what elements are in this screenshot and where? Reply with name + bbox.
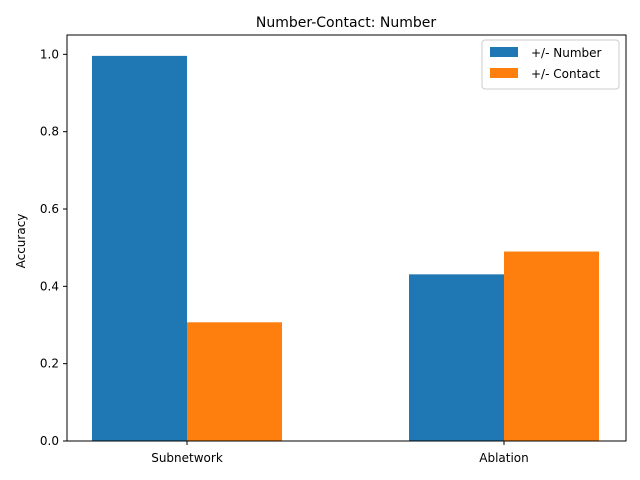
chart-title: Number-Contact: Number bbox=[256, 15, 437, 31]
y-axis: 0.0 0.2 0.4 0.6 0.8 1.0 bbox=[40, 47, 67, 448]
x-tick-label: Ablation bbox=[479, 451, 529, 465]
y-tick-label: 0.8 bbox=[40, 125, 59, 139]
y-tick-label: 1.0 bbox=[40, 47, 59, 61]
y-tick-label: 0.2 bbox=[40, 357, 59, 371]
legend-label: +/- Contact bbox=[531, 67, 600, 81]
bars-group bbox=[92, 55, 599, 441]
legend-swatch bbox=[490, 47, 518, 57]
plot-frame bbox=[66, 34, 627, 442]
legend: +/- Number +/- Contact bbox=[481, 39, 620, 90]
y-tick-label: 0.0 bbox=[40, 434, 59, 448]
bar--number-ablation bbox=[409, 274, 504, 441]
x-tick-label: Subnetwork bbox=[151, 451, 223, 465]
legend-swatch bbox=[490, 68, 518, 78]
bar--contact-ablation bbox=[504, 251, 599, 441]
y-tick-label: 0.4 bbox=[40, 279, 59, 293]
bar--number-subnetwork bbox=[92, 55, 187, 441]
y-tick-label: 0.6 bbox=[40, 202, 59, 216]
x-axis: Subnetwork Ablation bbox=[151, 441, 529, 465]
legend-label: +/- Number bbox=[531, 46, 602, 60]
bar--contact-subnetwork bbox=[187, 322, 282, 441]
y-axis-label: Accuracy bbox=[14, 214, 28, 269]
